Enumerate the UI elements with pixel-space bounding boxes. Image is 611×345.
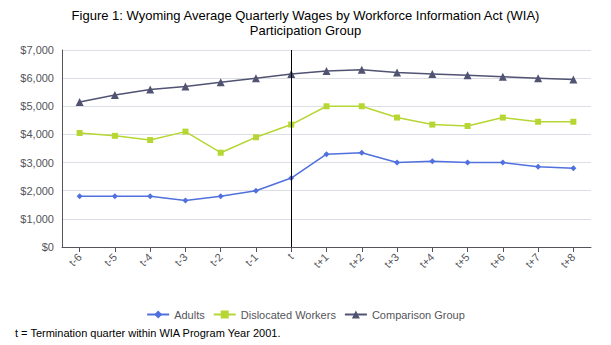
svg-text:Participation Group: Participation Group xyxy=(250,23,361,38)
svg-text:$2,000: $2,000 xyxy=(20,185,54,197)
svg-text:t-6: t-6 xyxy=(66,251,84,269)
svg-text:t+6: t+6 xyxy=(488,251,508,271)
svg-text:t+8: t+8 xyxy=(558,251,578,271)
svg-text:t = Termination quarter within: t = Termination quarter within WIA Progr… xyxy=(15,327,280,339)
svg-text:$7,000: $7,000 xyxy=(20,44,54,56)
svg-text:t+5: t+5 xyxy=(452,251,472,271)
svg-text:Dislocated Workers: Dislocated Workers xyxy=(241,309,337,321)
svg-text:$6,000: $6,000 xyxy=(20,72,54,84)
svg-text:Adults: Adults xyxy=(174,309,205,321)
svg-text:t-1: t-1 xyxy=(243,251,261,269)
svg-text:t+7: t+7 xyxy=(523,251,543,271)
svg-text:$1,000: $1,000 xyxy=(20,213,54,225)
svg-text:t-3: t-3 xyxy=(172,251,190,269)
svg-text:t+3: t+3 xyxy=(382,251,402,271)
svg-text:$5,000: $5,000 xyxy=(20,100,54,112)
svg-text:$3,000: $3,000 xyxy=(20,157,54,169)
svg-text:t+4: t+4 xyxy=(417,251,437,271)
svg-text:$0: $0 xyxy=(42,241,54,253)
svg-text:t+2: t+2 xyxy=(347,251,367,271)
svg-text:Comparison Group: Comparison Group xyxy=(372,309,465,321)
svg-text:t-5: t-5 xyxy=(102,251,120,269)
svg-text:$4,000: $4,000 xyxy=(20,128,54,140)
svg-text:t-2: t-2 xyxy=(207,251,225,269)
svg-text:t: t xyxy=(285,251,296,262)
svg-text:Figure 1: Wyoming Average Quar: Figure 1: Wyoming Average Quarterly Wage… xyxy=(72,8,540,23)
svg-text:t-4: t-4 xyxy=(137,251,155,269)
svg-text:t+1: t+1 xyxy=(311,251,331,271)
